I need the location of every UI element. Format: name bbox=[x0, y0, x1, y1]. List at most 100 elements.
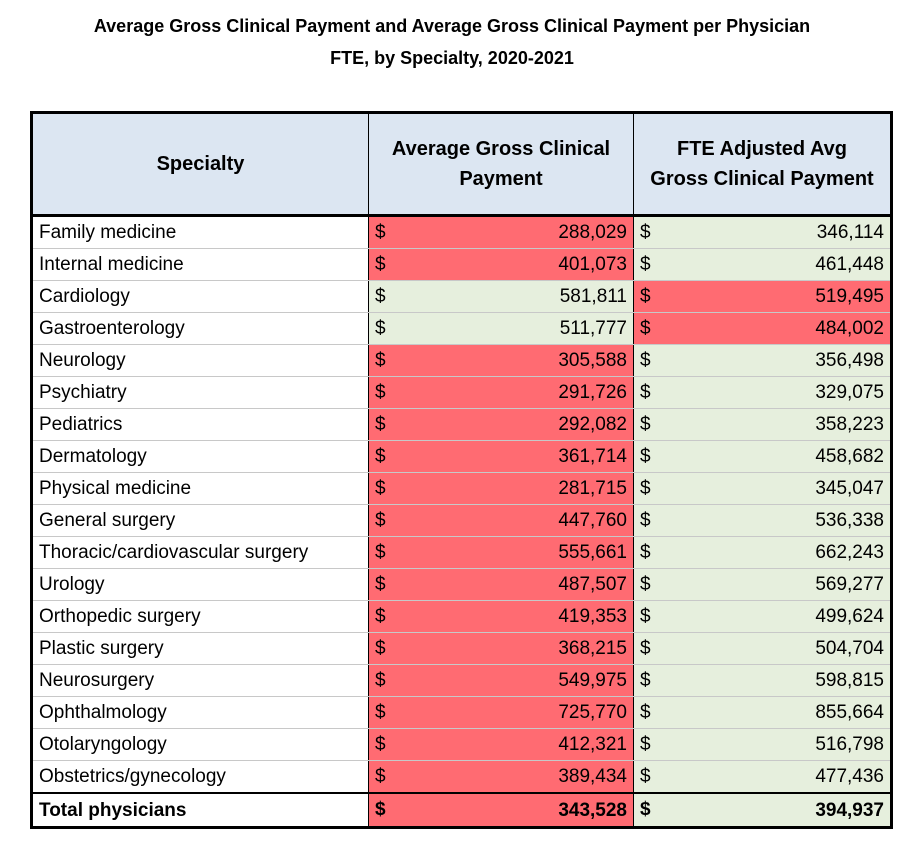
currency-symbol: $ bbox=[375, 766, 386, 787]
fte-adjusted-cell: $356,498 bbox=[633, 344, 892, 377]
currency-symbol: $ bbox=[640, 510, 651, 531]
avg-payment-cell: $291,726 bbox=[368, 376, 634, 409]
fte-adjusted-cell: $345,047 bbox=[633, 472, 892, 505]
currency-symbol: $ bbox=[375, 638, 386, 659]
currency-symbol: $ bbox=[375, 542, 386, 563]
avg-payment-cell: $292,082 bbox=[368, 408, 634, 441]
avg-payment-cell: $419,353 bbox=[368, 600, 634, 633]
currency-symbol: $ bbox=[640, 382, 651, 403]
table-row: Thoracic/cardiovascular surgery $555,661 $… bbox=[31, 536, 892, 569]
amount-value: 598,815 bbox=[815, 670, 884, 691]
currency-symbol: $ bbox=[640, 606, 651, 627]
table-row: Obstetrics/gynecology $389,434 $477,436 bbox=[31, 760, 892, 794]
table-row: Family medicine $288,029 $346,114 bbox=[31, 215, 892, 249]
amount-value: 419,353 bbox=[558, 606, 627, 627]
specialty-cell: Internal medicine bbox=[31, 248, 369, 281]
amount-value: 458,682 bbox=[815, 446, 884, 467]
fte-adjusted-cell: $598,815 bbox=[633, 664, 892, 697]
fte-adjusted-cell: $516,798 bbox=[633, 728, 892, 761]
amount-value: 581,811 bbox=[559, 286, 627, 307]
amount-value: 358,223 bbox=[815, 414, 884, 435]
avg-payment-cell: $368,215 bbox=[368, 632, 634, 665]
amount-value: 536,338 bbox=[815, 510, 884, 531]
fte-adjusted-cell: $536,338 bbox=[633, 504, 892, 537]
avg-payment-cell: $361,714 bbox=[368, 440, 634, 473]
avg-payment-cell: $343,528 bbox=[368, 792, 634, 828]
fte-adjusted-cell: $499,624 bbox=[633, 600, 892, 633]
payment-table: Specialty Average Gross Clinical Payment… bbox=[30, 111, 893, 829]
amount-value: 549,975 bbox=[558, 670, 627, 691]
amount-value: 343,528 bbox=[558, 799, 627, 821]
specialty-cell: Neurosurgery bbox=[31, 664, 369, 697]
fte-adjusted-cell: $519,495 bbox=[633, 280, 892, 313]
avg-payment-cell: $288,029 bbox=[368, 215, 634, 249]
amount-value: 401,073 bbox=[558, 254, 627, 275]
avg-payment-cell: $581,811 bbox=[368, 280, 634, 313]
currency-symbol: $ bbox=[375, 478, 386, 499]
specialty-cell: Gastroenterology bbox=[31, 312, 369, 345]
fte-adjusted-cell: $394,937 bbox=[633, 792, 892, 828]
amount-value: 516,798 bbox=[815, 734, 884, 755]
fte-adjusted-cell: $569,277 bbox=[633, 568, 892, 601]
avg-payment-cell: $281,715 bbox=[368, 472, 634, 505]
fte-adjusted-cell: $346,114 bbox=[633, 215, 892, 249]
currency-symbol: $ bbox=[375, 670, 386, 691]
fte-adjusted-cell: $358,223 bbox=[633, 408, 892, 441]
currency-symbol: $ bbox=[640, 766, 651, 787]
currency-symbol: $ bbox=[640, 414, 651, 435]
specialty-cell: Family medicine bbox=[31, 215, 369, 249]
amount-value: 281,715 bbox=[558, 478, 627, 499]
table-row: Otolaryngology $412,321 $516,798 bbox=[31, 728, 892, 761]
currency-symbol: $ bbox=[375, 318, 386, 339]
table-row: Urology $487,507 $569,277 bbox=[31, 568, 892, 601]
avg-payment-cell: $305,588 bbox=[368, 344, 634, 377]
amount-value: 487,507 bbox=[558, 574, 627, 595]
currency-symbol: $ bbox=[375, 254, 386, 275]
amount-value: 555,661 bbox=[558, 542, 627, 563]
table-row: Physical medicine $281,715 $345,047 bbox=[31, 472, 892, 505]
header-specialty: Specialty bbox=[31, 112, 369, 217]
amount-value: 855,664 bbox=[815, 702, 884, 723]
currency-symbol: $ bbox=[640, 670, 651, 691]
table-row: Orthopedic surgery $419,353 $499,624 bbox=[31, 600, 892, 633]
amount-value: 484,002 bbox=[815, 318, 884, 339]
header-avg-payment: Average Gross Clinical Payment bbox=[368, 112, 634, 217]
table-row: Gastroenterology $511,777 $484,002 bbox=[31, 312, 892, 345]
currency-symbol: $ bbox=[375, 606, 386, 627]
table-title: Average Gross Clinical Payment and Avera… bbox=[0, 10, 904, 74]
currency-symbol: $ bbox=[640, 222, 651, 243]
currency-symbol: $ bbox=[375, 510, 386, 531]
currency-symbol: $ bbox=[375, 286, 386, 307]
currency-symbol: $ bbox=[375, 222, 386, 243]
title-line-2: FTE, by Specialty, 2020-2021 bbox=[330, 48, 574, 68]
title-line-1: Average Gross Clinical Payment and Avera… bbox=[93, 16, 811, 36]
amount-value: 504,704 bbox=[815, 638, 884, 659]
table-row: Plastic surgery $368,215 $504,704 bbox=[31, 632, 892, 665]
specialty-cell: Pediatrics bbox=[31, 408, 369, 441]
fte-adjusted-cell: $458,682 bbox=[633, 440, 892, 473]
currency-symbol: $ bbox=[640, 542, 651, 563]
amount-value: 288,029 bbox=[558, 222, 627, 243]
fte-adjusted-cell: $855,664 bbox=[633, 696, 892, 729]
fte-adjusted-cell: $461,448 bbox=[633, 248, 892, 281]
amount-value: 511,777 bbox=[559, 318, 627, 339]
specialty-cell: Dermatology bbox=[31, 440, 369, 473]
amount-value: 394,937 bbox=[815, 799, 884, 821]
currency-symbol: $ bbox=[640, 286, 651, 307]
fte-adjusted-cell: $477,436 bbox=[633, 760, 892, 794]
amount-value: 291,726 bbox=[558, 382, 627, 403]
specialty-cell: Plastic surgery bbox=[31, 632, 369, 665]
specialty-cell: Obstetrics/gynecology bbox=[31, 760, 369, 794]
currency-symbol: $ bbox=[375, 574, 386, 595]
currency-symbol: $ bbox=[375, 414, 386, 435]
table-row: Ophthalmology $725,770 $855,664 bbox=[31, 696, 892, 729]
amount-value: 356,498 bbox=[815, 350, 884, 371]
amount-value: 499,624 bbox=[815, 606, 884, 627]
header-fte-adjusted: FTE Adjusted Avg Gross Clinical Payment bbox=[633, 112, 892, 217]
amount-value: 361,714 bbox=[558, 446, 627, 467]
currency-symbol: $ bbox=[375, 446, 386, 467]
specialty-cell: Urology bbox=[31, 568, 369, 601]
amount-value: 305,588 bbox=[558, 350, 627, 371]
avg-payment-cell: $412,321 bbox=[368, 728, 634, 761]
table-row: Dermatology $361,714 $458,682 bbox=[31, 440, 892, 473]
